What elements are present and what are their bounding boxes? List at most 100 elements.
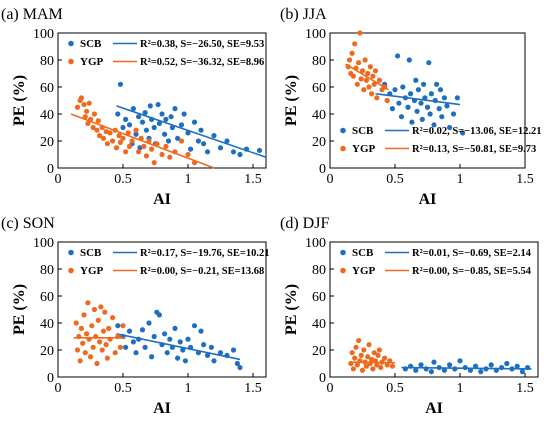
data-point-scb bbox=[172, 325, 178, 331]
data-point-scb bbox=[488, 362, 494, 368]
data-point-ygp bbox=[366, 342, 372, 348]
data-point-ygp bbox=[103, 342, 109, 348]
fit-line-ygp bbox=[349, 361, 396, 364]
fit-line-scb bbox=[116, 105, 267, 158]
data-point-scb bbox=[149, 354, 155, 360]
data-point-ygp bbox=[120, 323, 126, 329]
data-point-scb bbox=[133, 350, 139, 356]
data-point-ygp bbox=[87, 354, 94, 360]
data-point-ygp bbox=[117, 139, 123, 145]
y-tick-label: 60 bbox=[40, 81, 54, 96]
series-scb bbox=[375, 53, 466, 136]
data-point-ygp bbox=[352, 355, 358, 361]
legend-label-scb: SCB bbox=[352, 247, 374, 259]
data-point-scb bbox=[406, 57, 412, 63]
legend-marker-scb bbox=[68, 249, 74, 256]
data-point-scb bbox=[126, 328, 133, 334]
data-point-scb bbox=[142, 110, 148, 116]
x-tick-label: 0 bbox=[327, 381, 334, 396]
x-tick-label: 1.5 bbox=[244, 172, 262, 187]
series-scb bbox=[115, 309, 243, 371]
data-point-scb bbox=[237, 364, 243, 371]
series-scb bbox=[401, 358, 532, 375]
data-point-scb bbox=[224, 138, 230, 144]
data-point-ygp bbox=[366, 84, 372, 90]
data-point-ygp bbox=[95, 317, 101, 323]
data-point-ygp bbox=[104, 141, 110, 147]
data-point-ygp bbox=[359, 68, 366, 74]
fit-line-scb bbox=[401, 366, 532, 370]
data-point-ygp bbox=[81, 101, 87, 108]
data-point-scb bbox=[156, 312, 162, 318]
y-axis-label: PE (%) bbox=[11, 284, 28, 335]
y-tick-label: 100 bbox=[33, 27, 54, 42]
data-point-ygp bbox=[167, 154, 173, 160]
data-point-ygp bbox=[369, 356, 375, 363]
data-point-scb bbox=[198, 127, 204, 133]
data-point-ygp bbox=[389, 363, 395, 369]
data-point-ygp bbox=[363, 77, 369, 83]
data-point-scb bbox=[168, 114, 174, 120]
data-point-scb bbox=[163, 116, 169, 122]
y-tick-label: 20 bbox=[40, 135, 54, 150]
data-point-scb bbox=[457, 358, 463, 364]
y-tick-label: 60 bbox=[40, 290, 54, 305]
data-point-ygp bbox=[369, 91, 375, 97]
data-point-ygp bbox=[371, 81, 377, 87]
x-tick-label: 0.5 bbox=[114, 172, 132, 187]
data-point-ygp bbox=[159, 151, 165, 158]
data-point-ygp bbox=[104, 355, 110, 361]
data-point-scb bbox=[418, 100, 424, 106]
y-tick-label: 40 bbox=[312, 317, 326, 332]
y-tick-label: 0 bbox=[319, 162, 326, 177]
panel-1: 0 0.5 1 1.5 0 20 40 60 80 100 AI PE (%) (b) JJA SCB R²… bbox=[280, 6, 541, 208]
data-point-ygp bbox=[81, 312, 87, 318]
plot-frame bbox=[329, 32, 526, 169]
y-tick-label: 0 bbox=[47, 162, 54, 177]
data-point-ygp bbox=[375, 352, 381, 358]
data-point-scb bbox=[151, 333, 157, 340]
data-point-scb bbox=[180, 347, 186, 353]
data-point-scb bbox=[204, 149, 211, 155]
y-tick-label: 80 bbox=[40, 263, 54, 278]
data-point-scb bbox=[450, 111, 457, 117]
regression-stats-ygp: R²=0.52, S=−36.32, SE=8.96 bbox=[140, 57, 264, 68]
data-point-scb bbox=[234, 360, 240, 367]
data-point-scb bbox=[146, 320, 152, 326]
data-point-scb bbox=[427, 111, 433, 117]
y-axis-label: PE (%) bbox=[11, 75, 28, 126]
legend-marker-ygp bbox=[68, 58, 74, 65]
x-tick-label: 0.5 bbox=[114, 381, 132, 396]
data-point-ygp bbox=[117, 344, 123, 350]
x-axis-label: AI bbox=[419, 191, 437, 208]
data-point-ygp bbox=[95, 118, 101, 124]
regression-stats-scb: R²=0.01, S=−0.69, SE=2.14 bbox=[412, 248, 532, 259]
data-point-scb bbox=[117, 81, 123, 87]
data-point-ygp bbox=[113, 145, 120, 151]
x-tick-label: 1 bbox=[457, 381, 464, 396]
data-point-ygp bbox=[102, 309, 108, 315]
data-point-scb bbox=[424, 104, 431, 110]
data-point-scb bbox=[155, 101, 161, 108]
data-point-ygp bbox=[85, 120, 91, 127]
data-point-scb bbox=[454, 95, 460, 101]
data-point-scb bbox=[115, 323, 121, 329]
data-point-scb bbox=[175, 355, 181, 361]
data-point-scb bbox=[191, 323, 198, 329]
data-point-ygp bbox=[357, 30, 363, 36]
data-point-ygp bbox=[86, 100, 92, 106]
data-point-ygp bbox=[349, 350, 355, 356]
data-point-ygp bbox=[106, 325, 112, 331]
data-point-scb bbox=[177, 339, 183, 345]
data-point-scb bbox=[165, 138, 172, 144]
data-point-scb bbox=[178, 122, 185, 128]
data-point-scb bbox=[436, 106, 442, 112]
data-point-scb bbox=[426, 60, 432, 66]
data-point-ygp bbox=[78, 325, 84, 331]
data-point-scb bbox=[460, 130, 466, 136]
data-point-scb bbox=[142, 344, 148, 350]
legend-label-ygp: YGP bbox=[352, 143, 376, 155]
data-point-ygp bbox=[356, 60, 362, 66]
data-point-ygp bbox=[107, 130, 113, 136]
data-point-scb bbox=[182, 358, 188, 364]
